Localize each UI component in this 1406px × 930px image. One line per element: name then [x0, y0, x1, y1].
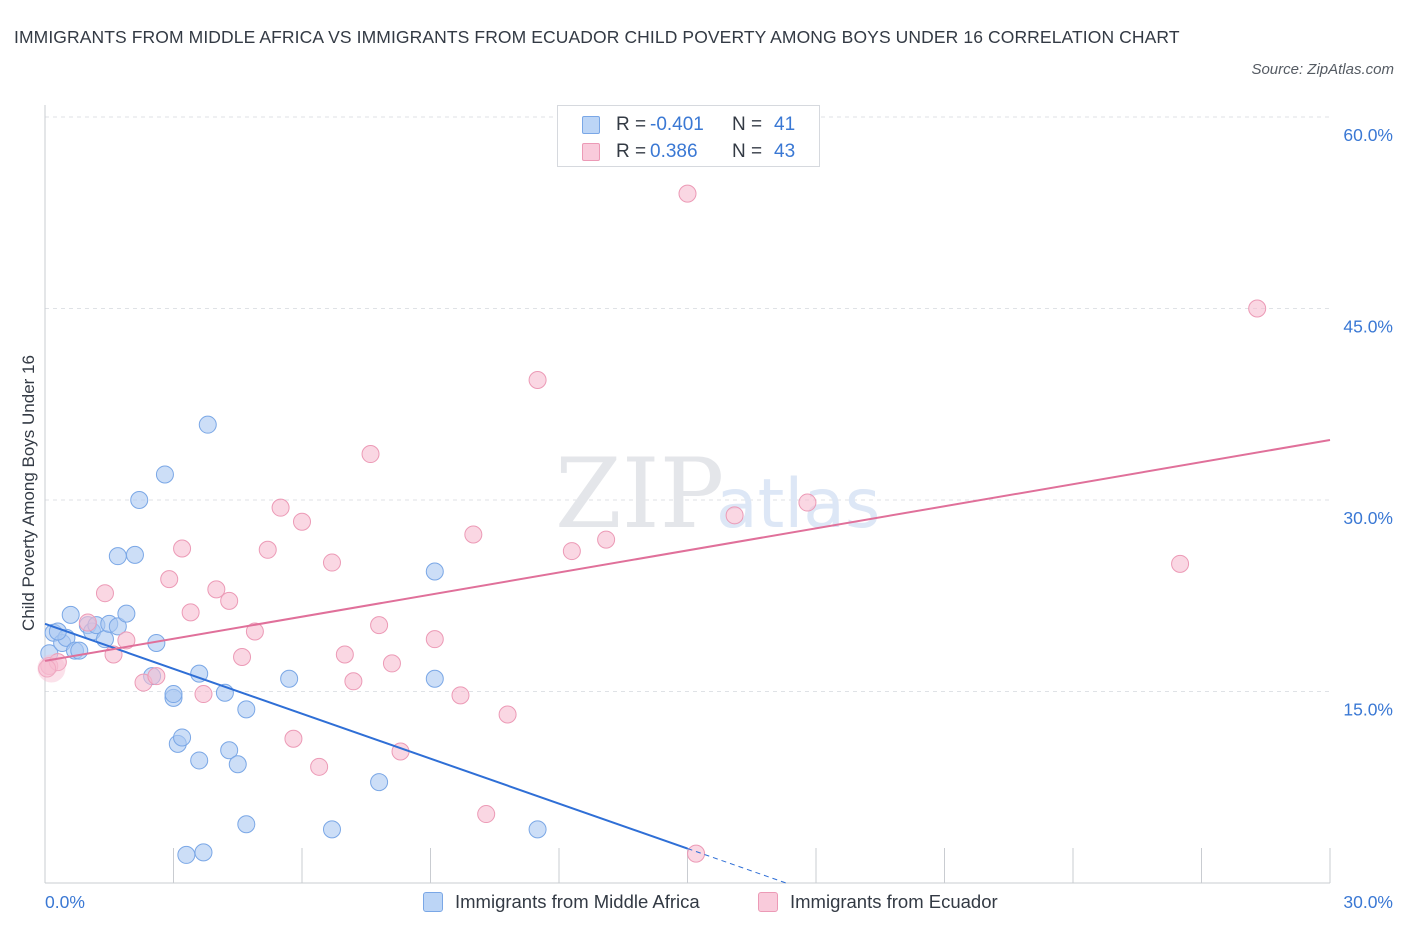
x-tick-label: 30.0% [1343, 892, 1393, 912]
point-middle-africa [370, 773, 389, 792]
point-middle-africa [117, 604, 136, 623]
point-ecuador [477, 805, 496, 824]
trendline-ecuador [44, 439, 1331, 662]
point-ecuador [678, 184, 697, 203]
legend-r-label: R = [616, 141, 647, 162]
point-ecuador [597, 530, 616, 549]
point-ecuador [725, 506, 744, 525]
y-tick-label: 30.0% [1343, 508, 1393, 528]
legend-row-ecuador: R = 0.386 N = 43 [582, 139, 795, 165]
point-ecuador [310, 757, 329, 776]
point-middle-africa [280, 669, 299, 688]
point-ecuador [258, 540, 277, 559]
point-ecuador [181, 603, 200, 622]
point-middle-africa [173, 728, 192, 747]
point-middle-africa [155, 465, 174, 484]
point-cluster [37, 654, 66, 683]
point-middle-africa [425, 562, 444, 581]
point-middle-africa [194, 843, 213, 862]
point-ecuador [207, 580, 226, 599]
point-middle-africa [220, 741, 239, 760]
point-middle-africa [190, 751, 209, 770]
point-middle-africa [237, 700, 256, 719]
point-ecuador [425, 630, 444, 649]
point-ecuador [293, 512, 311, 531]
bottom-legend-swatch-blue [423, 892, 443, 912]
point-ecuador [95, 584, 114, 603]
bottom-legend-label: Immigrants from Middle Africa [455, 891, 700, 912]
bottom-legend-ecuador: Immigrants from Ecuador [758, 889, 998, 915]
bottom-legend-swatch-pink [758, 892, 778, 912]
point-ecuador [322, 553, 341, 572]
point-ecuador [173, 539, 192, 558]
point-ecuador [233, 648, 252, 667]
legend-swatch-pink [582, 143, 600, 161]
point-ecuador [498, 705, 517, 724]
point-ecuador [160, 570, 179, 589]
bottom-legend-middle-africa: Immigrants from Middle Africa [423, 889, 700, 915]
point-middle-africa [108, 547, 127, 566]
y-tick-label: 60.0% [1343, 125, 1393, 145]
legend-n-value: 43 [774, 141, 796, 162]
legend-r-value: 0.386 [650, 141, 698, 162]
point-ecuador [382, 654, 401, 673]
chart-title: IMMIGRANTS FROM MIDDLE AFRICA VS IMMIGRA… [14, 27, 1180, 47]
point-middle-africa [125, 545, 144, 564]
y-tick-label: 15.0% [1343, 700, 1393, 720]
legend-n-value: 41 [774, 114, 796, 135]
trendline-middle-africa [44, 622, 688, 850]
point-middle-africa [528, 820, 547, 839]
y-axis-label: Child Poverty Among Boys Under 16 [19, 355, 38, 631]
point-middle-africa [61, 605, 80, 624]
x-tick-label: 0.0% [45, 892, 85, 912]
point-middle-africa [237, 815, 256, 834]
point-middle-africa [322, 820, 341, 839]
point-middle-africa [130, 491, 149, 509]
legend-n-label: N = [732, 114, 763, 135]
point-middle-africa [164, 685, 183, 704]
point-ecuador [271, 498, 290, 517]
legend-swatch-blue [582, 116, 600, 134]
point-ecuador [562, 542, 581, 561]
legend-r-value: -0.401 [650, 114, 704, 135]
legend-r-label: R = [616, 114, 647, 135]
point-ecuador [798, 493, 817, 512]
point-ecuador [451, 686, 470, 705]
point-ecuador [245, 622, 264, 641]
bottom-legend-label: Immigrants from Ecuador [790, 891, 998, 912]
point-middle-africa [228, 755, 247, 774]
point-middle-africa [190, 664, 209, 683]
point-ecuador [528, 370, 547, 389]
point-ecuador [335, 645, 354, 664]
legend: R = -0.401 N = 41 R = 0.386 N = 43 [557, 105, 820, 167]
point-ecuador [687, 844, 706, 863]
watermark-zip: ZIP [555, 438, 724, 550]
point-ecuador [220, 591, 239, 610]
source-label: Source: ZipAtlas.com [1251, 61, 1394, 78]
point-ecuador [78, 613, 97, 632]
point-middle-africa [177, 845, 196, 864]
point-middle-africa [425, 669, 444, 688]
point-middle-africa [198, 415, 217, 434]
point-ecuador [117, 631, 136, 650]
point-ecuador [344, 672, 363, 691]
point-ecuador [284, 729, 303, 748]
point-ecuador [464, 525, 483, 544]
point-ecuador [147, 667, 166, 686]
legend-row-middle-africa: R = -0.401 N = 41 [582, 112, 795, 138]
legend-n-label: N = [732, 141, 763, 162]
y-tick-label: 45.0% [1343, 317, 1393, 337]
point-ecuador [194, 685, 213, 704]
point-ecuador [1248, 299, 1267, 318]
point-ecuador [1171, 554, 1190, 573]
point-middle-africa [108, 617, 127, 636]
point-ecuador [370, 616, 389, 635]
point-ecuador [361, 445, 380, 464]
